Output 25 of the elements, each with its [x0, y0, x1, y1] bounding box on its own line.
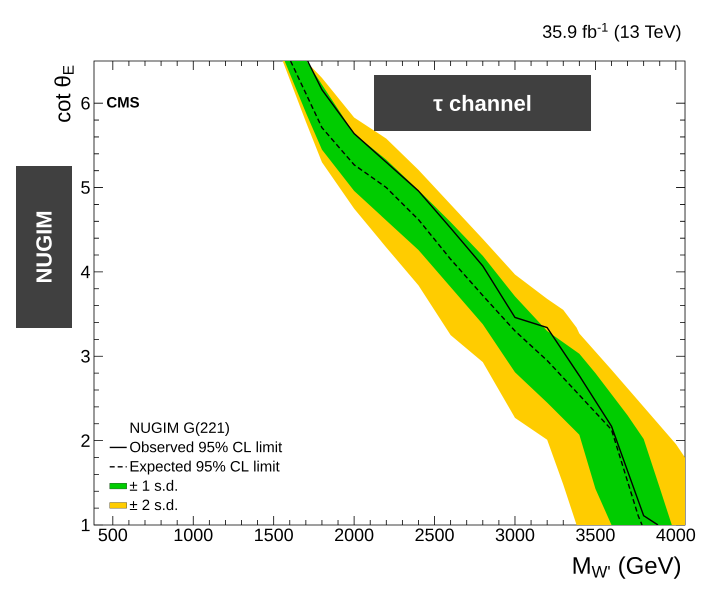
legend-label: ± 2 s.d. [130, 499, 177, 510]
y-tick-label: 5 [81, 181, 90, 194]
x-tick-label: 3500 [576, 528, 615, 542]
x-tick-label: 2000 [335, 528, 374, 542]
x-tick-label: 1500 [255, 528, 293, 542]
legend-title: NUGIM G(221) [130, 422, 229, 436]
y-tick-label: 6 [81, 96, 90, 110]
text: NUGIM [36, 212, 52, 282]
y-tick-label: 1 [82, 518, 90, 532]
y-tick-label: 2 [81, 434, 90, 447]
chart-title: 35.9 fb$^{-1}$ (13 TeV) [542, 22, 680, 42]
legend-label: ± 1 s.d. [130, 480, 177, 491]
annotation: τ channel [433, 94, 530, 112]
y-tick-label: 4 [80, 266, 90, 278]
x-tick-label: 4000 [656, 528, 696, 542]
x-tick-label: 2500 [416, 528, 454, 542]
annotation: CMS [106, 97, 139, 108]
x-tick-label: 500 [98, 528, 128, 542]
y-axis-title: cot θ$_{E}$ [54, 66, 74, 122]
x-tick-label: 1000 [174, 528, 212, 542]
y-tick-label: 3 [81, 350, 90, 363]
x-axis-title: M$_{W'}$ (GeV) [574, 556, 680, 579]
legend-label: Observed 95% CL limit [130, 441, 282, 452]
legend-label: Expected 95% CL limit [130, 460, 280, 475]
x-tick-label: 3000 [496, 528, 534, 542]
